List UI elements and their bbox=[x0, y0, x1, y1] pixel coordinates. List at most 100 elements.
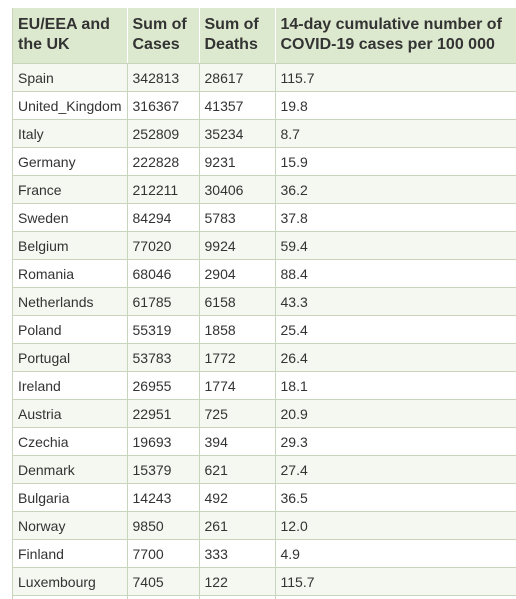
header-row: EU/EEA and the UK Sum of Cases Sum of De… bbox=[13, 8, 516, 64]
cell-14day-rate: 36.5 bbox=[275, 484, 516, 512]
cell-sum-of-deaths: 1774 bbox=[199, 372, 275, 400]
cell-empty bbox=[199, 596, 275, 599]
header-sum-of-deaths[interactable]: Sum of Deaths bbox=[199, 8, 275, 64]
cell-sum-of-cases: 9850 bbox=[127, 512, 199, 540]
cell-sum-of-cases: 84294 bbox=[127, 204, 199, 232]
cell-sum-of-cases: 7700 bbox=[127, 540, 199, 568]
cell-country: Portugal bbox=[13, 344, 127, 372]
cell-country: Finland bbox=[13, 540, 127, 568]
cell-sum-of-deaths: 1772 bbox=[199, 344, 275, 372]
cell-14day-rate: 12.0 bbox=[275, 512, 516, 540]
cell-14day-rate: 18.1 bbox=[275, 372, 516, 400]
cell-country: Netherlands bbox=[13, 288, 127, 316]
cell-country: Bulgaria bbox=[13, 484, 127, 512]
cell-sum-of-cases: 19693 bbox=[127, 428, 199, 456]
cell-sum-of-cases: 55319 bbox=[127, 316, 199, 344]
cell-country: Sweden bbox=[13, 204, 127, 232]
cell-14day-rate: 115.7 bbox=[275, 568, 516, 596]
cell-country: United_Kingdom bbox=[13, 92, 127, 120]
cell-empty bbox=[275, 596, 516, 599]
cell-sum-of-cases: 252809 bbox=[127, 120, 199, 148]
cell-sum-of-deaths: 28617 bbox=[199, 64, 275, 92]
cell-14day-rate: 27.4 bbox=[275, 456, 516, 484]
cell-sum-of-cases: 7405 bbox=[127, 568, 199, 596]
header-14day-rate[interactable]: 14-day cumulative number of COVID-19 cas… bbox=[275, 8, 516, 64]
cell-sum-of-cases: 68046 bbox=[127, 260, 199, 288]
header-country[interactable]: EU/EEA and the UK bbox=[13, 8, 127, 64]
cell-country: Norway bbox=[13, 512, 127, 540]
cell-sum-of-cases: 222828 bbox=[127, 148, 199, 176]
cell-country: Germany bbox=[13, 148, 127, 176]
cell-14day-rate: 36.2 bbox=[275, 176, 516, 204]
cell-sum-of-deaths: 492 bbox=[199, 484, 275, 512]
cell-sum-of-cases: 212211 bbox=[127, 176, 199, 204]
cell-sum-of-deaths: 5783 bbox=[199, 204, 275, 232]
cell-14day-rate: 26.4 bbox=[275, 344, 516, 372]
cell-14day-rate: 88.4 bbox=[275, 260, 516, 288]
covid-cases-table: EU/EEA and the UK Sum of Cases Sum of De… bbox=[13, 8, 516, 599]
cell-sum-of-cases: 77020 bbox=[127, 232, 199, 260]
cell-sum-of-deaths: 6158 bbox=[199, 288, 275, 316]
cell-country: Belgium bbox=[13, 232, 127, 260]
covid-table-container: EU/EEA and the UK Sum of Cases Sum of De… bbox=[12, 8, 516, 599]
cell-14day-rate: 115.7 bbox=[275, 64, 516, 92]
cell-sum-of-cases: 14243 bbox=[127, 484, 199, 512]
cell-14day-rate: 29.3 bbox=[275, 428, 516, 456]
table-row-partial bbox=[13, 596, 516, 599]
cell-country: Italy bbox=[13, 120, 127, 148]
cell-sum-of-cases: 22951 bbox=[127, 400, 199, 428]
cell-sum-of-deaths: 394 bbox=[199, 428, 275, 456]
cell-sum-of-cases: 26955 bbox=[127, 372, 199, 400]
cell-sum-of-deaths: 621 bbox=[199, 456, 275, 484]
cell-country: Romania bbox=[13, 260, 127, 288]
cell-sum-of-deaths: 2904 bbox=[199, 260, 275, 288]
cell-country: Poland bbox=[13, 316, 127, 344]
table-header: EU/EEA and the UK Sum of Cases Sum of De… bbox=[13, 8, 516, 64]
cell-14day-rate: 25.4 bbox=[275, 316, 516, 344]
header-sum-of-cases[interactable]: Sum of Cases bbox=[127, 8, 199, 64]
cell-empty bbox=[127, 596, 199, 599]
cell-country: Denmark bbox=[13, 456, 127, 484]
cell-country: Czechia bbox=[13, 428, 127, 456]
cell-14day-rate: 4.9 bbox=[275, 540, 516, 568]
cell-14day-rate: 15.9 bbox=[275, 148, 516, 176]
cell-sum-of-deaths: 9924 bbox=[199, 232, 275, 260]
cell-sum-of-deaths: 725 bbox=[199, 400, 275, 428]
cell-country: France bbox=[13, 176, 127, 204]
cell-sum-of-deaths: 35234 bbox=[199, 120, 275, 148]
cell-sum-of-deaths: 1858 bbox=[199, 316, 275, 344]
cell-sum-of-deaths: 122 bbox=[199, 568, 275, 596]
cell-empty bbox=[13, 596, 127, 599]
cell-14day-rate: 19.8 bbox=[275, 92, 516, 120]
cell-country: Ireland bbox=[13, 372, 127, 400]
cell-country: Luxembourg bbox=[13, 568, 127, 596]
cell-sum-of-deaths: 30406 bbox=[199, 176, 275, 204]
cell-sum-of-deaths: 261 bbox=[199, 512, 275, 540]
cell-14day-rate: 20.9 bbox=[275, 400, 516, 428]
cell-sum-of-cases: 342813 bbox=[127, 64, 199, 92]
cell-14day-rate: 37.8 bbox=[275, 204, 516, 232]
cell-sum-of-cases: 15379 bbox=[127, 456, 199, 484]
cell-country: Austria bbox=[13, 400, 127, 428]
cell-sum-of-deaths: 41357 bbox=[199, 92, 275, 120]
cell-sum-of-deaths: 333 bbox=[199, 540, 275, 568]
